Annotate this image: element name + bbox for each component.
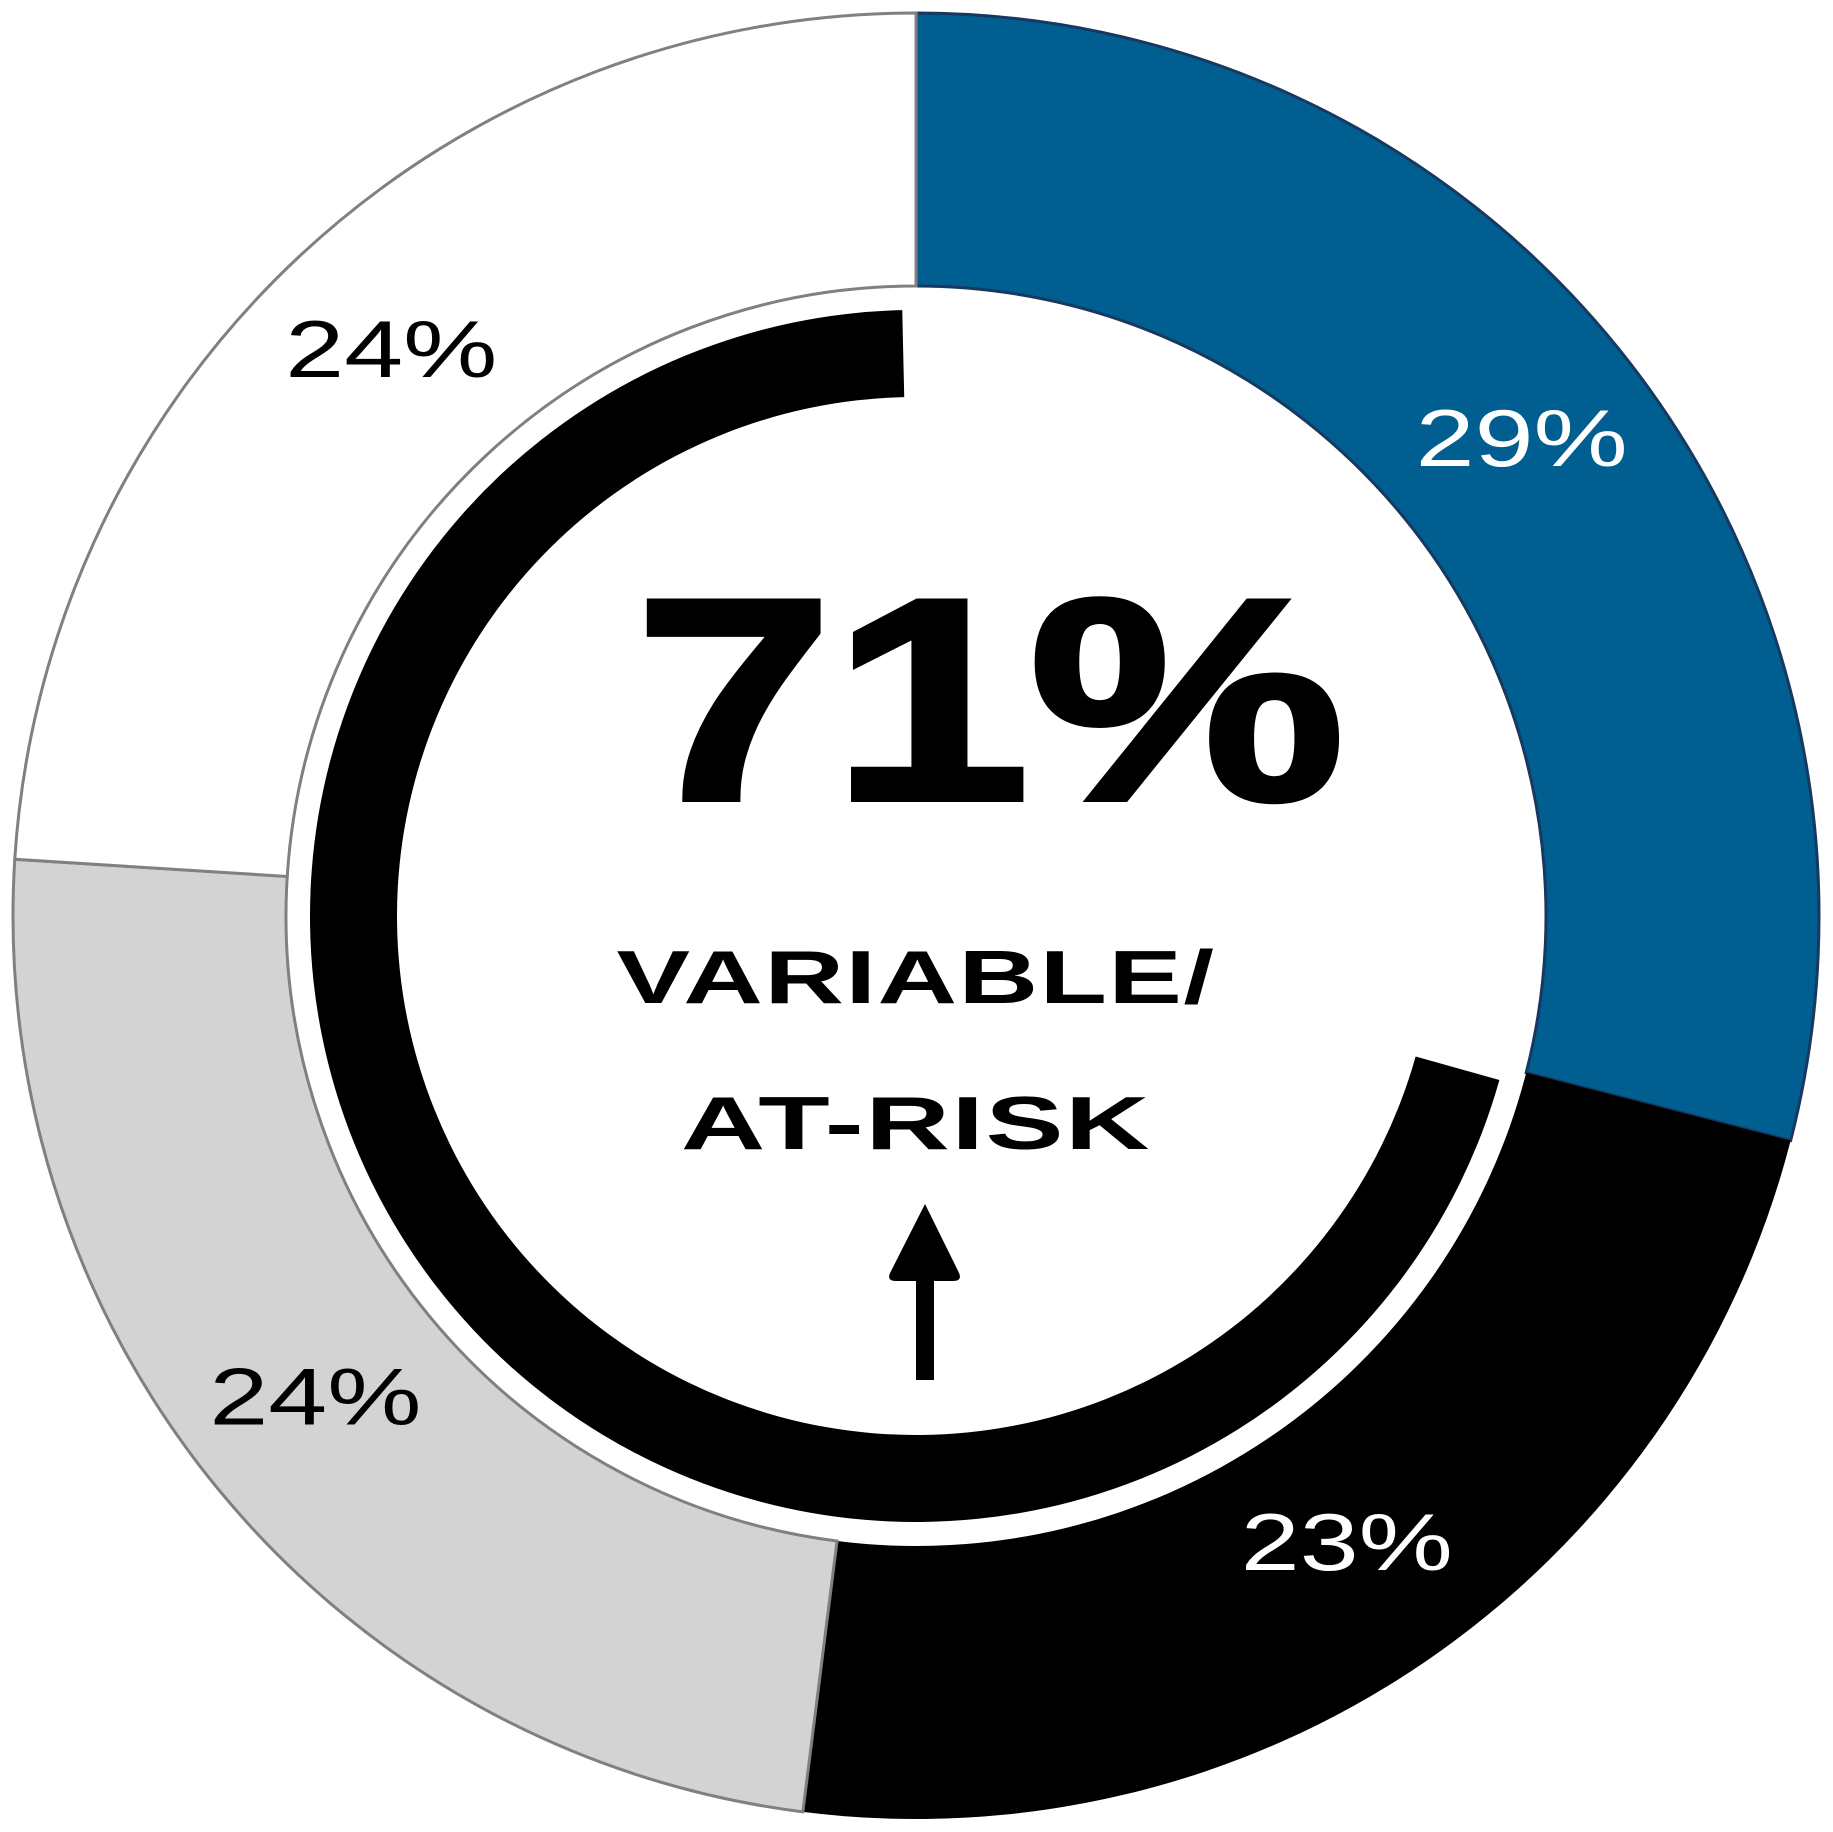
svg-text:AT-RISK: AT-RISK — [681, 1081, 1151, 1165]
svg-text:29%: 29% — [1416, 393, 1628, 483]
svg-text:VARIABLE/: VARIABLE/ — [616, 935, 1215, 1019]
svg-text:24%: 24% — [209, 1352, 421, 1442]
svg-text:24%: 24% — [285, 304, 497, 394]
svg-text:23%: 23% — [1241, 1497, 1453, 1587]
svg-text:71%: 71% — [635, 540, 1344, 860]
